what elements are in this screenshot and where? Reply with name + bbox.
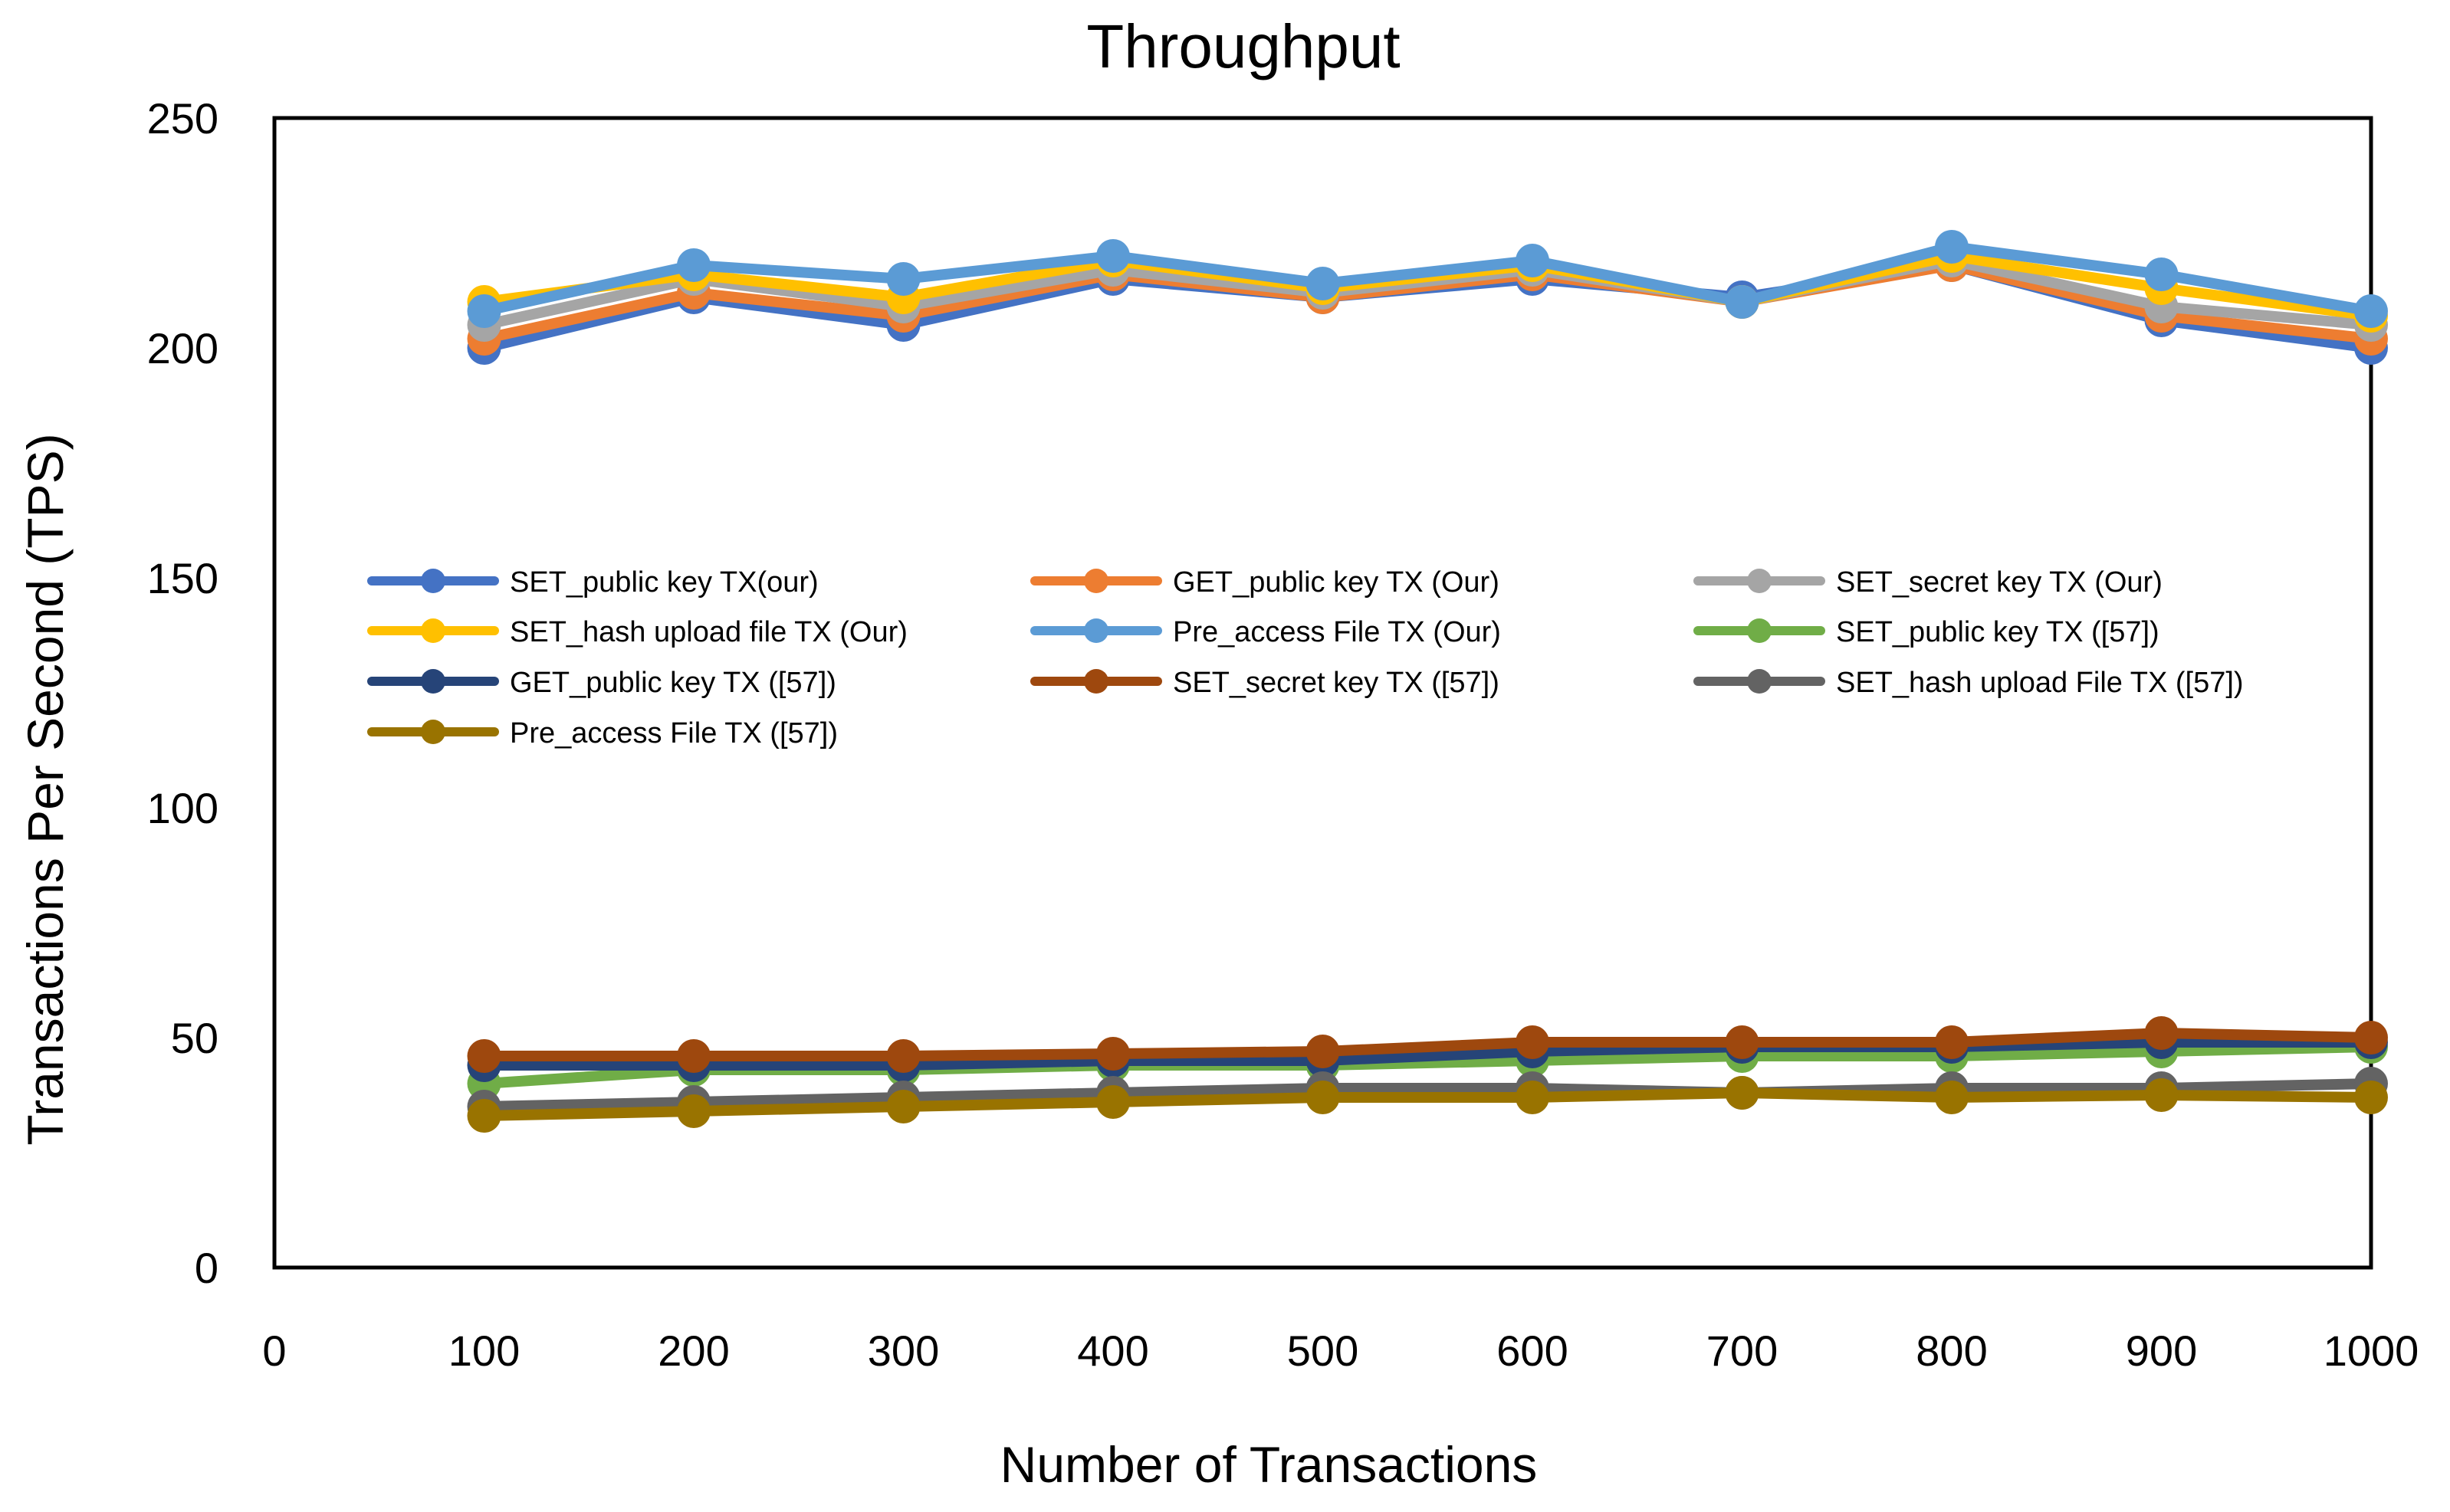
chart-title: Throughput	[1086, 12, 1400, 80]
legend-marker	[1084, 669, 1108, 694]
data-point	[2354, 294, 2388, 328]
legend-marker	[1084, 618, 1108, 643]
x-tick-label: 200	[658, 1327, 729, 1375]
data-point	[1725, 1076, 1759, 1110]
legend-entry: SET_secret key TX (Our)	[1693, 566, 2163, 599]
data-point	[1935, 230, 1969, 264]
legend-label: Pre_access File TX ([57])	[510, 717, 838, 749]
data-point	[467, 1099, 501, 1133]
legend-marker	[421, 569, 445, 593]
legend-label: SET_public key TX ([57])	[1836, 616, 2159, 648]
series-10	[467, 1076, 2388, 1133]
legend-label: GET_public key TX ([57])	[510, 667, 836, 699]
legend-entry: SET_secret key TX ([57])	[1030, 667, 1499, 699]
data-point	[1725, 285, 1759, 319]
y-tick-label: 50	[171, 1014, 218, 1062]
series-8	[467, 1016, 2388, 1073]
tick-labels: 0 100 200 300 400 500 600 700 800 900 1000 0 50 100 15…	[147, 94, 2419, 1375]
series-line	[478, 1037, 2376, 1071]
series-line	[478, 1087, 2376, 1121]
x-tick-label: 700	[1706, 1327, 1778, 1375]
data-point	[467, 294, 501, 328]
legend-label: GET_public key TX (Our)	[1173, 566, 1499, 599]
data-point	[677, 1094, 711, 1128]
data-point	[1516, 1081, 1549, 1114]
series-line	[478, 1028, 2376, 1061]
x-tick-label: 0	[262, 1327, 286, 1375]
legend-entry: Pre_access File TX (Our)	[1030, 616, 1501, 648]
x-axis-title: Number of Transactions	[1000, 1436, 1538, 1493]
legend-entry: SET_hash upload file TX (Our)	[367, 616, 908, 648]
plot-area-border	[272, 116, 2373, 1270]
data-point	[677, 248, 711, 282]
data-point	[2144, 257, 2179, 291]
data-point	[1096, 1085, 1130, 1119]
series-line	[478, 241, 2376, 317]
data-point	[2354, 1021, 2388, 1054]
legend-label: SET_secret key TX ([57])	[1173, 667, 1499, 699]
data-point	[467, 1039, 501, 1073]
legend-marker	[421, 618, 445, 643]
legend-label: SET_hash upload File TX ([57])	[1836, 667, 2244, 699]
x-tick-label: 800	[1916, 1327, 1987, 1375]
legend: SET_public key TX(our) GET_public key TX …	[367, 566, 2244, 749]
y-tick-label: 200	[147, 324, 218, 372]
legend-marker	[1747, 618, 1772, 643]
legend-entry: GET_public key TX ([57])	[367, 667, 836, 699]
x-tick-label: 300	[868, 1327, 939, 1375]
y-tick-label: 0	[195, 1244, 218, 1292]
y-tick-label: 150	[147, 554, 218, 602]
legend-marker	[1747, 669, 1772, 694]
series-lines	[467, 230, 2388, 1133]
data-point	[2144, 1016, 2179, 1050]
data-point	[1305, 1081, 1340, 1114]
data-point	[677, 1039, 711, 1073]
legend-entry: Pre_access File TX ([57])	[367, 717, 838, 749]
data-point	[2144, 1078, 2179, 1112]
x-tick-label: 600	[1496, 1327, 1568, 1375]
data-point	[1725, 1025, 1759, 1059]
data-point	[886, 1090, 921, 1123]
legend-marker	[1747, 569, 1772, 593]
legend-label: SET_hash upload file TX (Our)	[510, 616, 908, 648]
data-point	[2354, 1081, 2388, 1114]
x-tick-label: 500	[1287, 1327, 1358, 1375]
legend-marker	[421, 669, 445, 694]
x-tick-label: 100	[448, 1327, 520, 1375]
legend-entry: SET_hash upload File TX ([57])	[1693, 667, 2244, 699]
data-point	[1935, 1081, 1969, 1114]
y-axis-title: Transactions Per Second (TPS)	[17, 433, 74, 1145]
legend-entry: SET_public key TX(our)	[367, 566, 819, 599]
y-tick-label: 250	[147, 94, 218, 143]
data-point	[1516, 244, 1549, 277]
data-point	[1516, 1025, 1549, 1059]
data-point	[1096, 239, 1130, 273]
legend-entry: SET_public key TX ([57])	[1693, 616, 2159, 648]
legend-marker	[421, 720, 445, 744]
data-point	[886, 1039, 921, 1073]
data-point	[886, 262, 921, 296]
series-5	[467, 230, 2388, 328]
legend-entry: GET_public key TX (Our)	[1030, 566, 1499, 599]
legend-marker	[1084, 569, 1108, 593]
x-tick-label: 400	[1077, 1327, 1148, 1375]
legend-label: Pre_access File TX (Our)	[1173, 616, 1501, 648]
legend-label: SET_secret key TX (Our)	[1836, 566, 2163, 599]
series-line	[478, 1078, 2376, 1112]
data-point	[1305, 1035, 1340, 1068]
x-tick-label: 1000	[2324, 1327, 2419, 1375]
legend-label: SET_public key TX(our)	[510, 566, 819, 599]
x-tick-label: 900	[2126, 1327, 2197, 1375]
data-point	[1096, 1037, 1130, 1071]
data-point	[1305, 267, 1340, 300]
data-point	[1935, 1025, 1969, 1059]
y-tick-label: 100	[147, 784, 218, 832]
